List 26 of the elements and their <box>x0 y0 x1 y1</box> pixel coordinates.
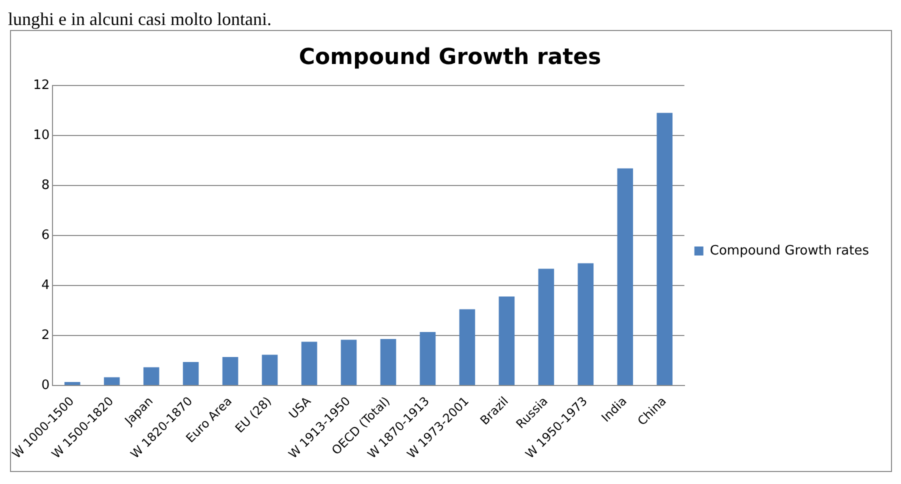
bar <box>301 342 318 385</box>
y-tick-label: 2 <box>41 328 50 343</box>
bar <box>459 309 476 385</box>
bar <box>656 112 673 385</box>
bar <box>578 263 594 385</box>
y-tick-label: 8 <box>41 178 50 193</box>
y-tick-label: 4 <box>41 278 50 293</box>
bar <box>104 377 120 385</box>
y-tick-label: 0 <box>41 378 50 393</box>
y-tick-label: 12 <box>33 78 50 93</box>
bar <box>420 332 436 385</box>
bar <box>222 356 238 385</box>
bar <box>182 362 199 385</box>
bar <box>262 354 278 385</box>
bar <box>64 382 80 385</box>
bar <box>340 340 357 385</box>
legend-label: Compound Growth rates <box>710 243 870 258</box>
y-tick-label: 6 <box>41 228 50 243</box>
bar <box>617 168 634 385</box>
bar <box>538 268 554 385</box>
bar <box>498 296 515 385</box>
bar <box>380 338 396 385</box>
bar <box>143 367 160 385</box>
chart-title: Compound Growth rates <box>298 44 602 70</box>
text: lunghi e in alcuni casi molto lontani. <box>8 8 272 30</box>
y-tick-label: 10 <box>33 128 50 143</box>
